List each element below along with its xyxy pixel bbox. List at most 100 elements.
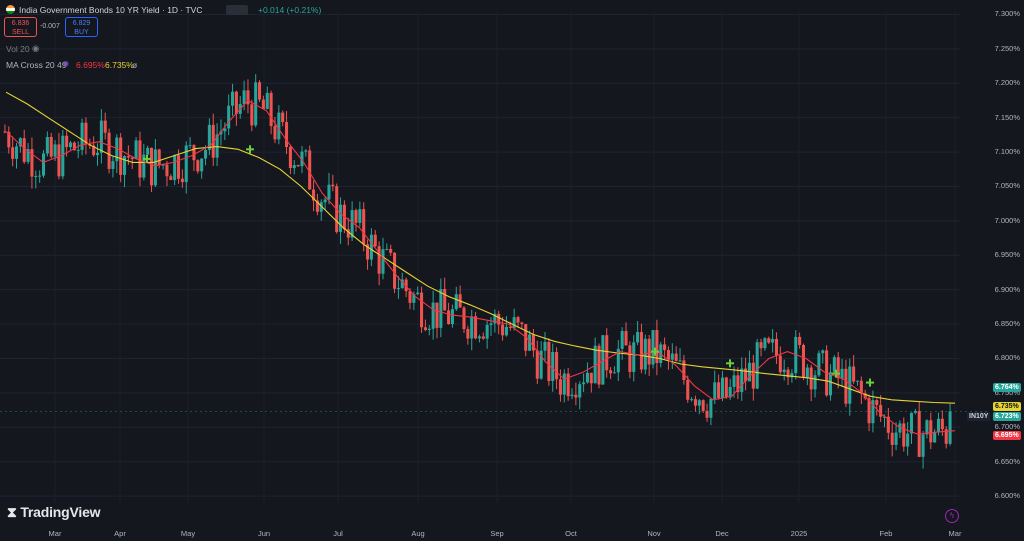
candle-body [690,399,694,401]
candle-body [597,345,601,385]
candle-body [261,99,265,109]
candle-body [593,345,597,384]
candle-body [41,153,46,176]
candle-body [686,380,690,400]
candle-body [720,377,724,398]
candle-body [258,82,262,100]
volume-indicator-label[interactable]: Vol 20 [6,44,30,54]
candle-body [122,156,127,175]
settings-icon[interactable]: ✺ [62,59,70,69]
candle-body [886,416,890,433]
candle-body [350,210,354,238]
candle-body [531,334,535,351]
candle-body [504,326,508,336]
price-change: +0.014 (+0.21%) [258,5,322,15]
candle-body [547,341,551,382]
candle-body [555,352,559,380]
candle-body [431,302,435,329]
candle-body [678,360,682,362]
candle-body [774,338,779,356]
candle-body [508,326,512,328]
candle-body [539,350,543,379]
candle-body [701,400,705,411]
candle-body [890,432,894,445]
candle-body [281,112,285,123]
candle-body [285,122,289,148]
price-tick: 6.650% [994,456,1020,466]
candle-body [134,140,138,160]
candle-body [578,384,582,398]
candle-body [489,323,493,325]
candle-body [231,91,235,106]
price-badge-green: 6.764% [993,383,1021,392]
candle-body [601,335,605,385]
india-flag-icon [6,5,15,14]
candle-body [782,369,786,373]
candle-body [836,357,840,379]
candle-body [705,410,709,418]
candle-body [558,379,562,395]
candle-body [223,128,227,132]
candle-body [408,291,412,303]
buy-button[interactable]: 6.829 BUY [65,17,98,37]
candle-body [427,328,431,330]
candle-body [925,420,929,435]
candle-body [574,394,578,398]
candle-body [909,412,914,434]
candle-body [396,288,400,290]
candle-body [99,120,103,153]
candle-body [149,147,154,186]
ma-cross-label[interactable]: MA Cross 20 49 [6,60,67,70]
candle-body [736,375,740,392]
price-tick: 7.000% [994,215,1020,225]
candle-body [146,147,150,155]
candle-body [867,398,871,424]
ma-fast-line [5,99,956,435]
candle-body [740,368,744,392]
candle-body [940,418,944,430]
time-tick: Dec [715,529,729,538]
candle-body [304,150,308,152]
candle-body [308,150,312,190]
price-tick: 6.850% [994,319,1020,329]
candle-body [435,302,439,328]
candle-body [115,137,119,162]
candle-body [207,124,211,150]
candle-body [169,176,173,181]
candle-body [944,429,948,444]
candle-body [312,189,316,201]
time-tick: Oct [565,529,577,538]
candle-body [875,400,879,405]
candle-body [38,175,42,177]
candle-body [813,375,817,390]
candle-body [393,252,397,289]
candle-body [157,149,161,165]
candle-body [497,313,501,325]
tradingview-logo[interactable]: ⧗ TradingView [7,504,101,520]
time-tick: 2025 [790,529,808,538]
time-tick: Sep [490,529,504,538]
candle-body [543,341,547,351]
price-tick: 6.750% [994,387,1020,397]
candle-body [759,342,763,349]
candle-body [389,248,393,253]
candle-body [331,184,335,187]
symbol-title[interactable]: India Government Bonds 10 YR Yield · 1D … [19,5,203,15]
time-tick: Mar [48,529,62,538]
price-tick: 7.300% [994,9,1020,19]
price-tick: 7.050% [994,181,1020,191]
candle-body [107,132,111,169]
candle-body [844,368,848,404]
candle-body [385,248,389,250]
lightning-icon[interactable]: ϟ [945,509,959,523]
candle-body [381,249,385,274]
candle-body [639,332,643,370]
candle-body [84,122,88,145]
collapse-icon[interactable] [226,5,248,15]
candle-body [655,330,659,364]
sell-button[interactable]: 6.836 SELL [4,17,37,37]
candle-body [628,345,632,372]
eye-icon[interactable]: ◉ [32,43,40,53]
candle-body [34,176,38,178]
